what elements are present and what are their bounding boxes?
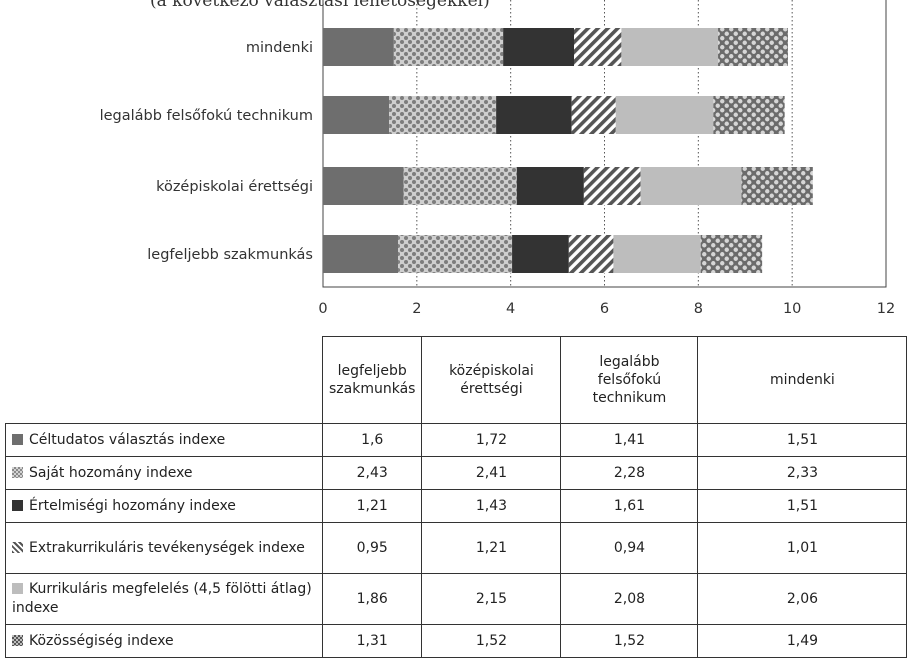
- row-label: Közösségiség indexe: [5, 624, 323, 658]
- table-cell: 2,33: [697, 456, 908, 490]
- bar-segment: [323, 96, 390, 134]
- row-label-text: Közösségiség indexe: [29, 632, 174, 649]
- row-label-text: Kurrikuláris megfelelés (4,5 fölötti átl…: [12, 581, 312, 616]
- row-label-text: Céltudatos választás indexe: [29, 431, 226, 448]
- table-cell: 2,06: [697, 573, 908, 625]
- bar-segment: [613, 235, 701, 273]
- top-caption: (a következő választási lehetőségekkel): [150, 0, 490, 11]
- x-tick-label: 2: [412, 301, 421, 317]
- table-cell: 1,31: [321, 624, 423, 658]
- table-cell: 1,86: [321, 573, 423, 625]
- row-label: Saját hozomány indexe: [5, 456, 323, 490]
- column-header: legfeljebb szakmunkás: [321, 336, 423, 424]
- bar-segment: [389, 96, 497, 134]
- table-row: Saját hozomány indexe 2,43 2,41 2,28 2,33: [5, 456, 908, 490]
- bar-segment: [568, 235, 614, 273]
- category-label: mindenki: [246, 40, 313, 56]
- bar-segment: [583, 167, 641, 205]
- table-cell: 1,6: [321, 423, 423, 457]
- legend-swatch: [12, 541, 23, 553]
- table-cell: 1,01: [697, 522, 908, 574]
- row-label-text: Extrakurrikuláris tevékenységek indexe: [29, 539, 305, 556]
- table-cell: 1,61: [560, 489, 699, 523]
- row-label-text: Értelmiségi hozomány indexe: [29, 497, 236, 514]
- table-cell: 2,28: [560, 456, 699, 490]
- row-label: Kurrikuláris megfelelés (4,5 fölötti átl…: [5, 573, 323, 625]
- column-header: legalább felsőfokú technikum: [560, 336, 699, 424]
- column-header: középiskolai érettségi: [421, 336, 562, 424]
- table-cell: 1,51: [697, 423, 908, 457]
- data-table: legfeljebb szakmunkás középiskolai érett…: [5, 336, 908, 658]
- table-cell: 1,72: [421, 423, 562, 457]
- bar-segment: [700, 235, 763, 273]
- table-header-row: legfeljebb szakmunkás középiskolai érett…: [5, 336, 908, 424]
- table-cell: 2,08: [560, 573, 699, 625]
- table-row: Közösségiség indexe 1,31 1,52 1,52 1,49: [5, 624, 908, 658]
- bar-segment: [621, 28, 719, 66]
- row-label: Céltudatos választás indexe: [5, 423, 323, 457]
- row-label: Értelmiségi hozomány indexe: [5, 489, 323, 523]
- table-cell: 1,52: [421, 624, 562, 658]
- legend-swatch: [12, 634, 23, 646]
- bar-segment: [323, 28, 394, 66]
- table-row: Extrakurrikuláris tevékenységek indexe 0,…: [5, 522, 908, 574]
- category-label: legfeljebb szakmunkás: [147, 247, 313, 263]
- category-labels: mindenki legalább felsőfokú technikum közé…: [100, 40, 313, 263]
- bar-segment: [512, 235, 569, 273]
- table-cell: 2,15: [421, 573, 562, 625]
- table-cell: 0,95: [321, 522, 423, 574]
- bar-segment: [393, 28, 504, 66]
- row-label: Extrakurrikuláris tevékenységek indexe: [5, 522, 323, 574]
- x-tick-label: 8: [694, 301, 703, 317]
- table-cell: 2,43: [321, 456, 423, 490]
- x-tick-label: 6: [600, 301, 609, 317]
- legend-swatch: [12, 499, 23, 511]
- bar-segment: [403, 167, 517, 205]
- bar-segment: [496, 96, 572, 134]
- bar-segment: [323, 167, 404, 205]
- stacked-bar-chart: mindenki legalább felsőfokú technikum közé…: [100, 0, 895, 317]
- table-cell: 1,21: [421, 522, 562, 574]
- x-tick-label: 12: [877, 301, 895, 317]
- x-tick-label: 4: [506, 301, 515, 317]
- column-header: mindenki: [697, 336, 908, 424]
- bar-segment: [574, 28, 622, 66]
- bar-segment: [713, 96, 785, 134]
- row-label-text: Saját hozomány indexe: [29, 464, 193, 481]
- bar-segment: [323, 235, 399, 273]
- table-row: Értelmiségi hozomány indexe 1,21 1,43 1,61 1…: [5, 489, 908, 523]
- x-tick-labels: 0 2 4 6 8 10 12: [318, 301, 895, 317]
- table-row: Céltudatos választás indexe 1,6 1,72 1,41 1,…: [5, 423, 908, 457]
- legend-swatch: [12, 583, 23, 594]
- table-cell: 1,52: [560, 624, 699, 658]
- table-cell: 1,49: [697, 624, 908, 658]
- bar-segment: [516, 167, 584, 205]
- table-row: Kurrikuláris megfelelés (4,5 fölötti átl…: [5, 573, 908, 625]
- legend-swatch: [12, 466, 23, 478]
- bar-segment: [571, 96, 616, 134]
- legend-swatch: [12, 433, 23, 445]
- table-cell: 1,43: [421, 489, 562, 523]
- x-tick-label: 0: [318, 301, 327, 317]
- bars-group: [323, 28, 813, 273]
- category-label: legalább felsőfokú technikum: [100, 108, 313, 124]
- table-cell: 1,21: [321, 489, 423, 523]
- plot-frame: [322, 0, 887, 288]
- table-cell: 2,41: [421, 456, 562, 490]
- x-tick-label: 10: [783, 301, 801, 317]
- table-cell: 1,41: [560, 423, 699, 457]
- table-cell: 1,51: [697, 489, 908, 523]
- bar-segment: [503, 28, 575, 66]
- bar-segment: [718, 28, 788, 66]
- category-label: középiskolai érettségi: [156, 179, 313, 195]
- bar-segment: [398, 235, 513, 273]
- bar-segment: [741, 167, 813, 205]
- table-cell: 0,94: [560, 522, 699, 574]
- bar-segment: [640, 167, 742, 205]
- header-blank-cell: [5, 336, 323, 424]
- bar-segment: [615, 96, 714, 134]
